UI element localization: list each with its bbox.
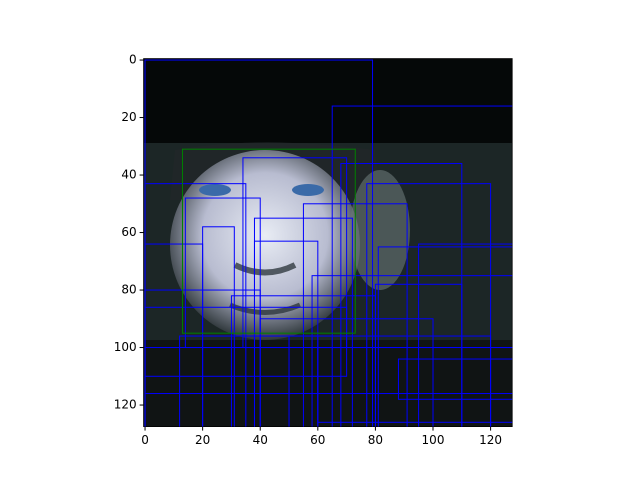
bounding-box — [397, 358, 513, 400]
x-tick-label: 120 — [479, 433, 502, 447]
y-tick-label: 120 — [114, 398, 137, 412]
bounding-box — [331, 105, 513, 427]
highlight-box — [181, 148, 356, 334]
x-tick-label: 80 — [368, 433, 383, 447]
axes-frame — [143, 58, 513, 427]
y-tick-label: 100 — [114, 340, 137, 354]
bounding-box — [317, 347, 513, 423]
box-layer — [144, 59, 513, 427]
y-tick-label: 80 — [121, 283, 136, 297]
bounding-box — [377, 246, 513, 427]
x-tick-label: 0 — [141, 433, 149, 447]
y-tick-label: 40 — [121, 168, 136, 182]
bounding-box — [144, 306, 348, 377]
y-tick-label: 20 — [121, 110, 136, 124]
x-tick-label: 20 — [195, 433, 210, 447]
x-tick-label: 100 — [422, 433, 445, 447]
bounding-box — [230, 295, 376, 427]
y-tick-label: 0 — [129, 53, 137, 67]
bounding-box — [253, 240, 319, 427]
x-tick-label: 40 — [253, 433, 268, 447]
image — [143, 58, 513, 427]
bounding-box — [311, 275, 513, 427]
x-tick-label: 60 — [310, 433, 325, 447]
y-tick-label: 60 — [121, 225, 136, 239]
bounding-box — [366, 183, 492, 427]
bounding-box — [288, 335, 492, 427]
